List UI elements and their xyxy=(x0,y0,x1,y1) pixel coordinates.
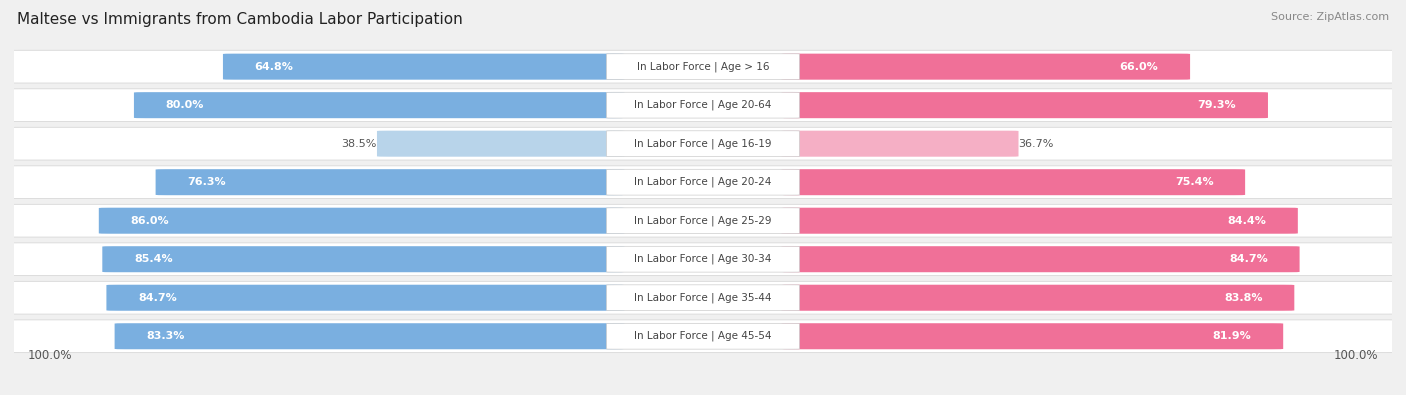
Text: 36.7%: 36.7% xyxy=(1018,139,1054,149)
FancyBboxPatch shape xyxy=(0,204,1406,237)
FancyBboxPatch shape xyxy=(103,246,624,272)
Text: In Labor Force | Age 20-24: In Labor Force | Age 20-24 xyxy=(634,177,772,188)
FancyBboxPatch shape xyxy=(115,323,624,349)
Text: Maltese vs Immigrants from Cambodia Labor Participation: Maltese vs Immigrants from Cambodia Labo… xyxy=(17,12,463,27)
FancyBboxPatch shape xyxy=(782,285,1295,311)
FancyBboxPatch shape xyxy=(0,127,1406,160)
Text: 86.0%: 86.0% xyxy=(131,216,169,226)
Text: 100.0%: 100.0% xyxy=(1334,349,1378,362)
Text: 83.8%: 83.8% xyxy=(1225,293,1263,303)
Text: Source: ZipAtlas.com: Source: ZipAtlas.com xyxy=(1271,12,1389,22)
FancyBboxPatch shape xyxy=(0,166,1406,199)
FancyBboxPatch shape xyxy=(782,131,1018,157)
Text: 76.3%: 76.3% xyxy=(187,177,226,187)
FancyBboxPatch shape xyxy=(782,208,1298,234)
FancyBboxPatch shape xyxy=(0,89,1406,122)
FancyBboxPatch shape xyxy=(0,50,1406,83)
FancyBboxPatch shape xyxy=(606,324,800,349)
Text: 83.3%: 83.3% xyxy=(146,331,184,341)
FancyBboxPatch shape xyxy=(606,208,800,233)
FancyBboxPatch shape xyxy=(606,92,800,118)
Text: 79.3%: 79.3% xyxy=(1198,100,1236,110)
Text: In Labor Force | Age 35-44: In Labor Force | Age 35-44 xyxy=(634,292,772,303)
Text: 64.8%: 64.8% xyxy=(254,62,294,71)
FancyBboxPatch shape xyxy=(606,246,800,272)
FancyBboxPatch shape xyxy=(0,243,1406,276)
Legend: Maltese, Immigrants from Cambodia: Maltese, Immigrants from Cambodia xyxy=(544,393,862,395)
FancyBboxPatch shape xyxy=(134,92,624,118)
Text: 85.4%: 85.4% xyxy=(134,254,173,264)
Text: 84.7%: 84.7% xyxy=(1229,254,1268,264)
Text: 38.5%: 38.5% xyxy=(342,139,377,149)
FancyBboxPatch shape xyxy=(606,54,800,79)
FancyBboxPatch shape xyxy=(606,169,800,195)
FancyBboxPatch shape xyxy=(606,131,800,156)
FancyBboxPatch shape xyxy=(782,246,1299,272)
FancyBboxPatch shape xyxy=(224,54,624,80)
FancyBboxPatch shape xyxy=(0,281,1406,314)
Text: In Labor Force | Age 45-54: In Labor Force | Age 45-54 xyxy=(634,331,772,342)
Text: 75.4%: 75.4% xyxy=(1175,177,1213,187)
FancyBboxPatch shape xyxy=(782,54,1189,80)
Text: In Labor Force | Age 20-64: In Labor Force | Age 20-64 xyxy=(634,100,772,111)
FancyBboxPatch shape xyxy=(107,285,624,311)
FancyBboxPatch shape xyxy=(98,208,624,234)
FancyBboxPatch shape xyxy=(782,169,1246,195)
Text: 100.0%: 100.0% xyxy=(28,349,72,362)
FancyBboxPatch shape xyxy=(156,169,624,195)
Text: In Labor Force | Age 30-34: In Labor Force | Age 30-34 xyxy=(634,254,772,265)
Text: 80.0%: 80.0% xyxy=(166,100,204,110)
FancyBboxPatch shape xyxy=(782,92,1268,118)
Text: In Labor Force | Age 16-19: In Labor Force | Age 16-19 xyxy=(634,138,772,149)
Text: In Labor Force | Age 25-29: In Labor Force | Age 25-29 xyxy=(634,215,772,226)
FancyBboxPatch shape xyxy=(606,285,800,310)
Text: In Labor Force | Age > 16: In Labor Force | Age > 16 xyxy=(637,61,769,72)
Text: 66.0%: 66.0% xyxy=(1119,62,1159,71)
FancyBboxPatch shape xyxy=(782,323,1284,349)
FancyBboxPatch shape xyxy=(377,131,624,157)
Text: 84.4%: 84.4% xyxy=(1227,216,1267,226)
FancyBboxPatch shape xyxy=(0,320,1406,353)
Text: 81.9%: 81.9% xyxy=(1213,331,1251,341)
Text: 84.7%: 84.7% xyxy=(138,293,177,303)
